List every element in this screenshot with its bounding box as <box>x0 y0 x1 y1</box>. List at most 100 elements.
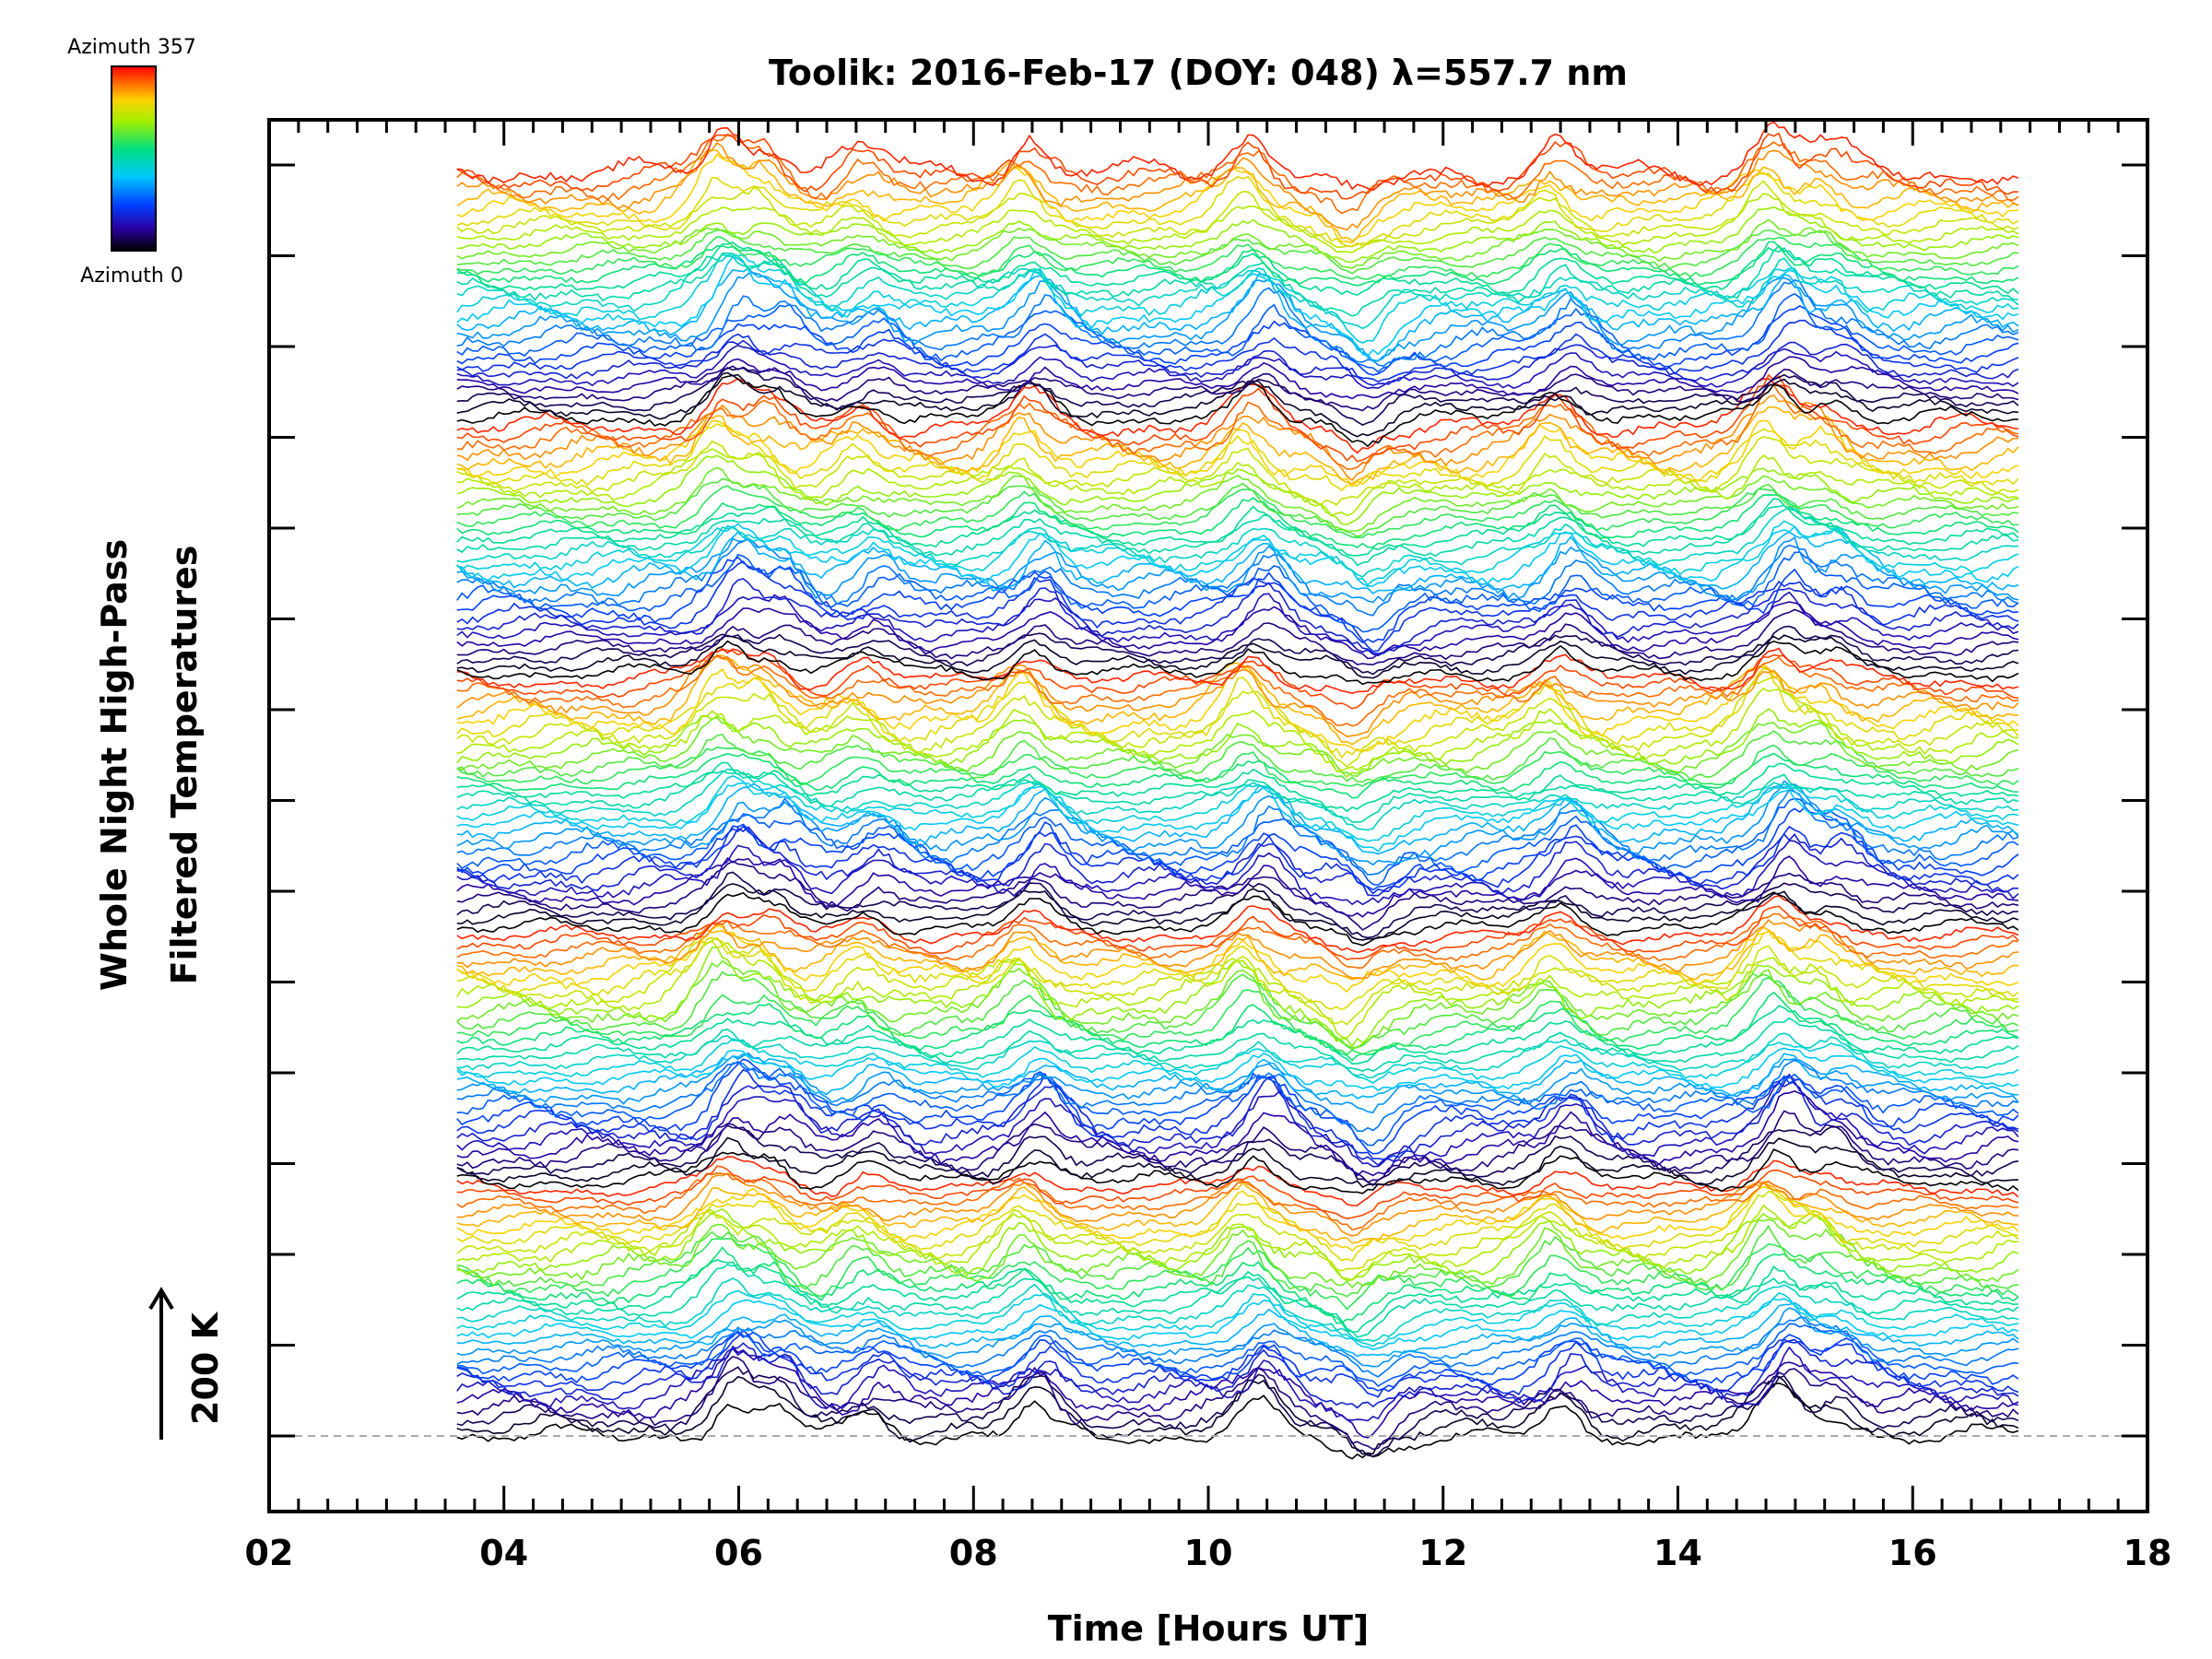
series-line <box>456 229 2018 275</box>
x-tick-label: 10 <box>1184 1533 1233 1573</box>
series-line <box>456 1032 2019 1079</box>
series-line <box>456 634 2019 679</box>
series-line <box>456 1204 2018 1281</box>
series-line <box>456 1136 2018 1188</box>
series-line <box>456 494 2019 548</box>
series-line <box>456 218 2019 269</box>
series-line <box>456 578 2019 654</box>
series-line <box>456 919 2018 980</box>
series-line <box>456 551 2019 633</box>
series-group <box>456 121 2019 1460</box>
series-line <box>456 1323 2018 1387</box>
series-line <box>456 121 2019 192</box>
series-line <box>456 365 2019 412</box>
series-line <box>456 1259 2018 1333</box>
series-line <box>456 730 2019 783</box>
series-line <box>456 1237 2019 1311</box>
series-line <box>456 826 2018 897</box>
series-line <box>456 924 2019 994</box>
series-line <box>456 675 2019 768</box>
x-tick-label: 18 <box>2124 1533 2172 1573</box>
series-line <box>456 1329 2019 1398</box>
series-line <box>456 339 2019 387</box>
series-line <box>456 171 2019 248</box>
series-line <box>456 1005 2019 1065</box>
x-tick-label: 04 <box>479 1533 528 1573</box>
series-line <box>456 531 2019 595</box>
series-line <box>456 1277 2019 1342</box>
chart-title: Toolik: 2016-Feb-17 (DOY: 048) λ=557.7 n… <box>769 53 1628 93</box>
series-line <box>456 905 2019 961</box>
series-line <box>456 1053 2018 1100</box>
series-line <box>456 840 2019 906</box>
series-line <box>456 132 2018 200</box>
plot-frame <box>267 118 2149 1513</box>
series-line <box>456 1224 2018 1298</box>
series-line <box>456 775 2019 842</box>
series-line <box>456 292 2019 373</box>
series-line <box>456 716 2019 778</box>
series-line <box>456 1316 2019 1378</box>
x-tick-label: 06 <box>714 1533 763 1573</box>
series-line <box>456 655 2019 738</box>
series-line <box>456 1165 2019 1220</box>
x-tick-label: 14 <box>1653 1533 1702 1573</box>
series-line <box>456 1068 2019 1160</box>
series-line <box>456 344 2019 390</box>
series-line <box>456 1124 2019 1187</box>
series-line <box>456 520 2019 586</box>
series-line <box>456 647 2019 695</box>
y-axis-label-line2: Filtered Temperatures <box>164 546 205 985</box>
scale-bar: 200 K <box>148 1287 226 1440</box>
series-line <box>456 640 2019 686</box>
series-line <box>456 556 2018 644</box>
series-line <box>456 708 2019 778</box>
series-line <box>456 1331 2019 1392</box>
series-line <box>456 591 2019 657</box>
series-line <box>456 939 2018 1026</box>
series-line <box>456 1338 2019 1409</box>
x-tick-labels: 02 04 06 08 10 12 14 16 18 <box>245 1533 2172 1573</box>
series-line <box>456 806 2019 891</box>
series-line <box>456 860 2019 931</box>
series-line <box>456 406 2019 485</box>
x-tick-label: 16 <box>1888 1533 1937 1573</box>
series-line <box>456 1246 2019 1324</box>
series-line <box>456 193 2019 253</box>
series-line <box>456 304 2019 376</box>
series-line <box>456 253 2019 344</box>
x-axis-label: Time [Hours UT] <box>1048 1608 1370 1649</box>
series-line <box>456 278 2019 368</box>
series-line <box>456 926 2018 981</box>
series-line <box>456 383 2019 470</box>
series-line <box>456 667 2018 759</box>
series-line <box>456 448 2019 517</box>
series-line <box>456 523 2019 588</box>
series-line <box>456 477 2018 538</box>
x-tick-label: 12 <box>1418 1533 1467 1573</box>
series-line <box>456 797 2019 887</box>
series-line <box>456 625 2018 676</box>
series-line <box>456 608 2018 665</box>
series-line <box>456 505 2018 578</box>
series-line <box>456 253 2019 330</box>
series-line <box>456 498 2019 557</box>
series-line <box>456 971 2019 1051</box>
colorbar-gradient <box>111 65 157 252</box>
series-line <box>456 153 2018 244</box>
y-axis-label-line1: Whole Night High-Pass <box>94 539 135 991</box>
series-line <box>456 180 2019 249</box>
series-line <box>456 1059 2019 1132</box>
series-line <box>456 356 2019 400</box>
series-line <box>456 466 2019 532</box>
series-line <box>456 895 2019 954</box>
series-line <box>456 1090 2019 1177</box>
series-line <box>456 1017 2019 1073</box>
series-line <box>456 241 2019 296</box>
series-line <box>456 752 2018 799</box>
scale-bar-arrow-head <box>148 1287 174 1311</box>
x-tick-label: 02 <box>245 1533 294 1573</box>
series-line <box>456 374 2018 448</box>
series-line <box>456 780 2019 866</box>
series-line <box>456 454 2018 525</box>
